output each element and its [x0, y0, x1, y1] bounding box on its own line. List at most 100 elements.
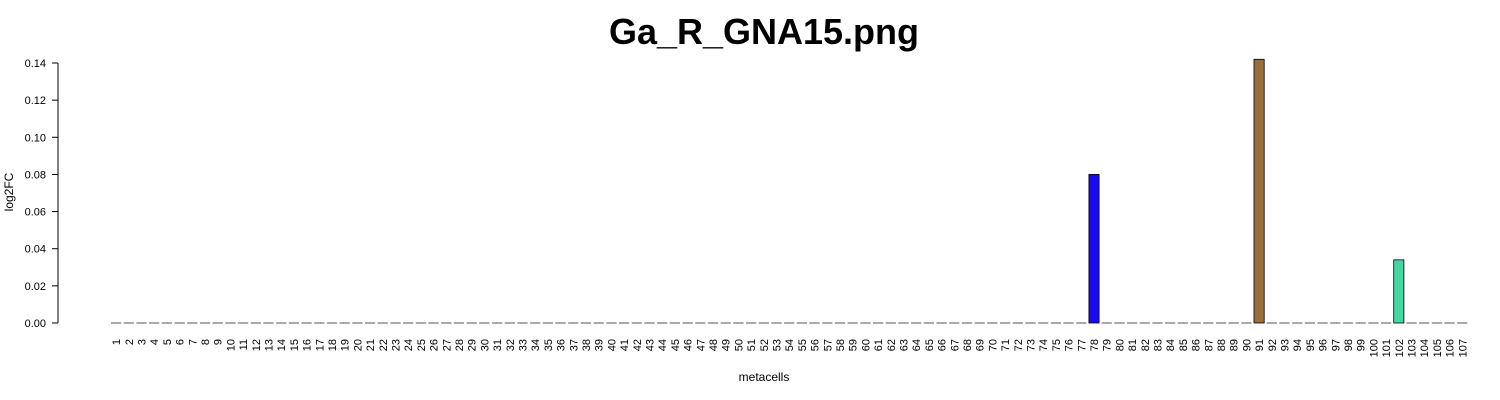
x-tick-label: 68 [962, 339, 974, 351]
x-tick-label: 79 [1102, 339, 1114, 351]
bars [111, 58, 1468, 324]
x-tick-label: 48 [708, 339, 720, 351]
x-tick-label: 41 [619, 339, 631, 351]
x-tick-label: 58 [835, 339, 847, 351]
x-tick-label: 24 [403, 339, 415, 351]
x-tick-label: 82 [1140, 339, 1152, 351]
x-tick-label: 9 [213, 339, 225, 345]
y-tick-label: 0.12 [25, 95, 46, 107]
x-tick-label: 64 [911, 339, 923, 351]
x-tick-label: 69 [975, 339, 987, 351]
x-tick-label: 1 [111, 339, 123, 345]
x-tick-label: 5 [162, 339, 174, 345]
x-tick-label: 8 [200, 339, 212, 345]
x-tick-label: 44 [657, 339, 669, 351]
x-tick-label: 97 [1330, 339, 1342, 351]
x-axis-label: metacells [739, 370, 790, 384]
x-tick-label: 12 [251, 339, 263, 351]
x-tick-label: 29 [467, 339, 479, 351]
y-tick-label: 0.00 [25, 318, 46, 330]
x-tick-label: 32 [505, 339, 517, 351]
x-tick-labels: 1 2 3 4 5 6 7 8 9 10 11 12 13 14 15 16 17 18 19 20 21 22 23 24 2… [111, 339, 1469, 357]
x-tick-label: 104 [1419, 339, 1431, 357]
x-tick-label: 92 [1267, 339, 1279, 351]
x-tick-label: 40 [606, 339, 618, 351]
x-tick-label: 88 [1216, 339, 1228, 351]
x-tick-label: 57 [822, 339, 834, 351]
x-tick-label: 94 [1292, 339, 1304, 351]
x-tick-label: 51 [746, 339, 758, 351]
x-tick-label: 22 [378, 339, 390, 351]
x-tick-label: 10 [225, 339, 237, 351]
x-tick-label: 83 [1153, 339, 1165, 351]
x-tick-label: 3 [137, 339, 149, 345]
y-axis-label: log2FC [2, 172, 16, 211]
x-tick-label: 72 [1013, 339, 1025, 351]
x-tick-label: 74 [1038, 339, 1050, 351]
x-tick-label: 100 [1368, 339, 1380, 357]
y-tick-label: 0.04 [25, 244, 46, 256]
x-tick-label: 96 [1318, 339, 1330, 351]
x-tick-label: 80 [1114, 339, 1126, 351]
x-tick-label: 87 [1203, 339, 1215, 351]
x-tick-label: 102 [1394, 339, 1406, 357]
x-tick-label: 4 [149, 339, 161, 345]
y-tick-label: 0.08 [25, 169, 46, 181]
x-tick-label: 45 [670, 339, 682, 351]
x-tick-label: 105 [1432, 339, 1444, 357]
x-tick-label: 39 [594, 339, 606, 351]
x-tick-label: 59 [848, 339, 860, 351]
x-tick-label: 66 [937, 339, 949, 351]
x-tick-label: 65 [924, 339, 936, 351]
chart-title: Ga_R_GNA15.png [609, 11, 919, 52]
x-tick-label: 11 [238, 339, 250, 350]
x-tick-label: 75 [1051, 339, 1063, 351]
bar-102 [1393, 259, 1405, 324]
x-tick-label: 53 [772, 339, 784, 351]
x-tick-label: 67 [949, 339, 961, 351]
bar-91 [1253, 58, 1265, 324]
x-tick-label: 23 [391, 339, 403, 351]
x-tick-label: 56 [810, 339, 822, 351]
x-tick-label: 13 [264, 339, 276, 351]
x-tick-label: 50 [733, 339, 745, 351]
x-tick-label: 37 [568, 339, 580, 351]
x-tick-label: 76 [1064, 339, 1076, 351]
x-tick-label: 52 [759, 339, 771, 351]
x-tick-label: 84 [1165, 339, 1177, 351]
x-tick-label: 46 [683, 339, 695, 351]
x-tick-label: 19 [340, 339, 352, 351]
x-tick-label: 107 [1457, 339, 1469, 357]
x-tick-label: 28 [454, 339, 466, 351]
x-tick-label: 43 [645, 339, 657, 351]
y-tick-label: 0.02 [25, 281, 46, 293]
x-tick-label: 101 [1381, 339, 1393, 357]
y-tick-label: 0.10 [25, 132, 46, 144]
x-tick-label: 49 [721, 339, 733, 351]
x-tick-label: 99 [1356, 339, 1368, 351]
x-tick-label: 27 [441, 339, 453, 351]
x-tick-label: 17 [314, 339, 326, 351]
x-tick-label: 15 [289, 339, 301, 351]
x-tick-label: 98 [1343, 339, 1355, 351]
x-tick-label: 91 [1254, 339, 1266, 351]
x-tick-label: 103 [1407, 339, 1419, 357]
x-tick-label: 70 [987, 339, 999, 351]
x-tick-label: 30 [479, 339, 491, 351]
x-tick-label: 81 [1127, 339, 1139, 351]
x-tick-label: 25 [416, 339, 428, 351]
x-tick-label: 2 [124, 339, 136, 345]
x-tick-label: 89 [1229, 339, 1241, 351]
x-tick-label: 71 [1000, 339, 1012, 351]
x-tick-label: 18 [327, 339, 339, 351]
bar-78 [1088, 174, 1100, 324]
x-tick-label: 86 [1191, 339, 1203, 351]
x-tick-label: 93 [1280, 339, 1292, 351]
x-tick-label: 35 [543, 339, 555, 351]
x-tick-label: 54 [784, 339, 796, 351]
x-tick-label: 33 [518, 339, 530, 351]
x-tick-label: 31 [492, 339, 504, 351]
x-tick-label: 26 [429, 339, 441, 351]
x-tick-label: 21 [365, 339, 377, 351]
